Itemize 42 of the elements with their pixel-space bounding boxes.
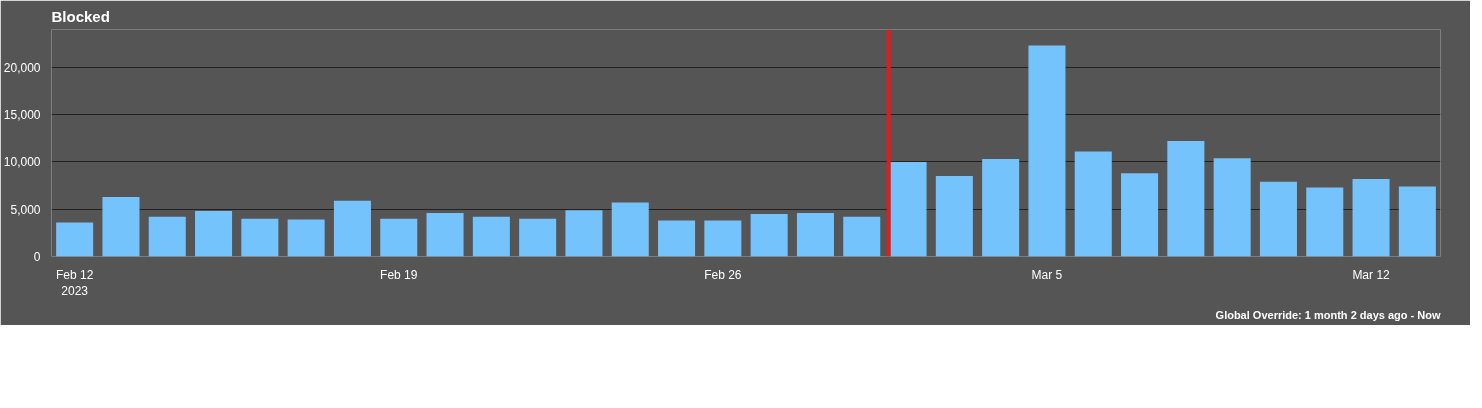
x-tick-label: Feb 19 [380, 267, 418, 282]
y-tick-label: 5,000 [10, 202, 41, 217]
x-tick-label: Feb 26 [704, 267, 742, 282]
bar [1074, 151, 1112, 257]
bar [1259, 181, 1297, 257]
x-tick-label: Mar 12 [1352, 267, 1391, 282]
bar [1121, 173, 1159, 257]
bar [565, 210, 603, 257]
bar [102, 196, 140, 257]
bar [56, 222, 94, 257]
bar [1167, 141, 1205, 257]
bar [1352, 178, 1390, 257]
bar [472, 216, 510, 257]
bar [380, 218, 418, 257]
y-tick-label: 20,000 [3, 60, 41, 75]
bar [796, 212, 834, 257]
bar [287, 219, 325, 257]
bar [519, 218, 557, 257]
bar [935, 176, 973, 257]
bar [1398, 186, 1436, 257]
bar [1213, 158, 1251, 257]
bar [1306, 187, 1344, 257]
chart-title: Blocked [51, 7, 110, 25]
bar [1028, 45, 1066, 257]
bar [704, 220, 742, 257]
bar [982, 159, 1020, 257]
bar [889, 161, 927, 257]
bar [195, 211, 233, 257]
x-tick-label: Feb 12 2023 [55, 267, 94, 299]
bar [426, 212, 464, 257]
bar [148, 216, 186, 257]
bar [333, 200, 371, 257]
bar [241, 218, 279, 257]
bar [750, 213, 788, 257]
x-tick-label: Mar 5 [1031, 267, 1063, 282]
y-tick-label: 15,000 [3, 108, 41, 123]
bar [658, 220, 696, 257]
bar [843, 216, 881, 257]
text: Global Override: 1 month 2 days ago - Now [1215, 308, 1441, 321]
y-tick-label: 10,000 [3, 155, 41, 170]
y-tick-label: 0 [33, 250, 41, 264]
bar [611, 202, 649, 257]
